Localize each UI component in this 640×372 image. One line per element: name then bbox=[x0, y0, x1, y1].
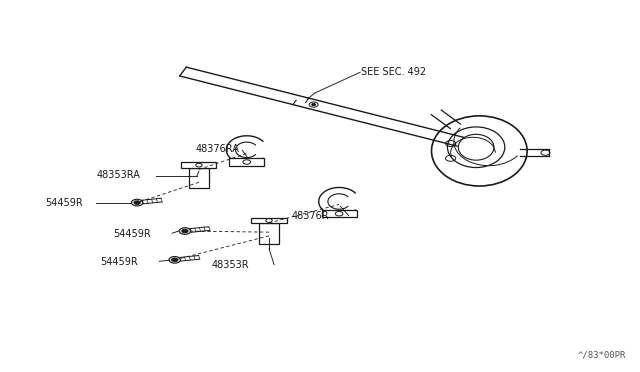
Ellipse shape bbox=[196, 163, 202, 167]
Ellipse shape bbox=[243, 160, 250, 164]
Ellipse shape bbox=[172, 258, 178, 262]
Bar bbox=[181, 162, 216, 168]
Bar bbox=[229, 158, 264, 166]
Bar bbox=[259, 224, 279, 244]
Ellipse shape bbox=[179, 228, 191, 234]
Text: 48376R: 48376R bbox=[291, 211, 329, 221]
Text: 54459R: 54459R bbox=[100, 257, 138, 267]
Ellipse shape bbox=[312, 103, 316, 106]
Ellipse shape bbox=[169, 257, 180, 263]
Text: SEE SEC. 492: SEE SEC. 492 bbox=[362, 67, 426, 77]
Bar bbox=[321, 210, 356, 217]
Text: 54459R: 54459R bbox=[45, 198, 83, 208]
Bar bbox=[189, 168, 209, 188]
Bar bbox=[252, 218, 287, 224]
Text: ^/83*00PR: ^/83*00PR bbox=[577, 350, 626, 359]
Ellipse shape bbox=[266, 219, 272, 222]
Text: 48376RA: 48376RA bbox=[196, 144, 239, 154]
Ellipse shape bbox=[335, 211, 343, 216]
Text: 54459R: 54459R bbox=[113, 229, 150, 239]
Ellipse shape bbox=[134, 201, 140, 205]
Text: 48353RA: 48353RA bbox=[97, 170, 141, 180]
Ellipse shape bbox=[182, 229, 188, 233]
Text: 48353R: 48353R bbox=[212, 260, 250, 270]
Ellipse shape bbox=[131, 199, 143, 206]
Ellipse shape bbox=[541, 150, 550, 155]
Ellipse shape bbox=[309, 102, 318, 107]
